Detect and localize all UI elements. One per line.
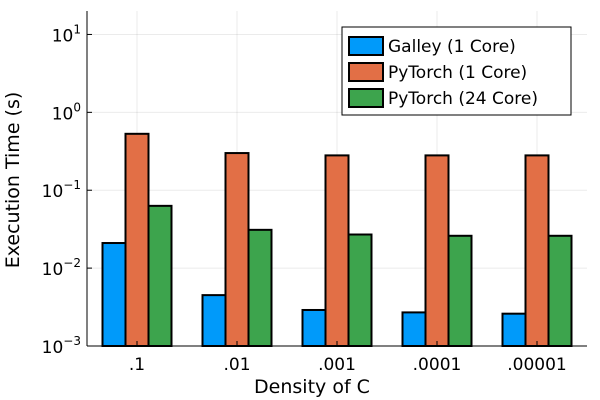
bar-2-2 — [224, 152, 250, 347]
bar-3-5 — [547, 234, 573, 347]
y-axis-label: Execution Time (s) — [2, 92, 24, 269]
legend-label: PyTorch (1 Core) — [388, 63, 527, 83]
x-tick-label: .01 — [223, 355, 250, 375]
y-tick-label: 10−1 — [42, 178, 81, 202]
legend-label: Galley (1 Core) — [388, 37, 516, 57]
x-axis-label: Density of C — [254, 376, 370, 398]
bars — [101, 132, 573, 348]
bar-3-3 — [347, 233, 373, 348]
bar-2-3 — [324, 154, 350, 347]
legend: Galley (1 Core) PyTorch (1 Core) PyTorch (… — [341, 26, 572, 116]
bar-2-4 — [424, 154, 450, 347]
bar-2-5 — [524, 154, 550, 347]
y-tick-label: 10−3 — [42, 334, 81, 358]
x-tick-labels: .1 .01 .001 .0001 .00001 — [129, 355, 567, 375]
legend-swatch — [348, 62, 384, 82]
legend-label: PyTorch (24 Core) — [388, 89, 538, 109]
legend-swatch — [348, 36, 384, 56]
x-tick-label: .00001 — [507, 355, 566, 375]
bar-1-5 — [501, 312, 527, 348]
y-tick-labels: 10−3 10−2 10−1 100 101 — [42, 22, 81, 358]
bar-3-2 — [247, 228, 273, 348]
y-tick-label: 100 — [52, 100, 81, 124]
bar-1-4 — [401, 311, 427, 347]
bar-3-1 — [147, 204, 173, 347]
bar-2-1 — [124, 132, 150, 347]
x-tick-label: .001 — [318, 355, 356, 375]
y-tick-label: 101 — [52, 22, 81, 46]
legend-swatch — [348, 88, 384, 108]
x-tick-label: .0001 — [413, 355, 462, 375]
bar-1-1 — [101, 242, 127, 347]
bar-1-2 — [201, 294, 227, 347]
x-tick-label: .1 — [129, 355, 145, 375]
bar-1-3 — [301, 308, 327, 347]
axes — [86, 11, 587, 347]
y-tick-label: 10−2 — [42, 256, 81, 280]
bar-3-4 — [447, 234, 473, 347]
